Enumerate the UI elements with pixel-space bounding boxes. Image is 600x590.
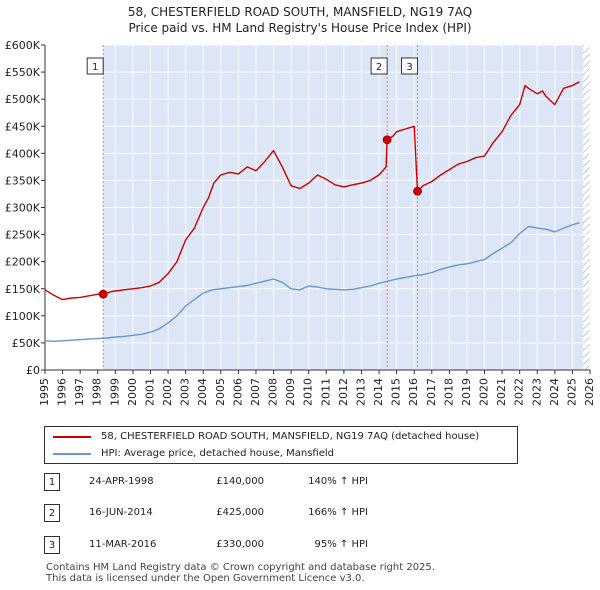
transaction-hpi: 140% ↑ HPI <box>308 476 368 487</box>
x-tick-label: 2016 <box>407 378 420 406</box>
x-tick-label: 2009 <box>284 378 297 406</box>
x-tick-label: 2014 <box>372 378 385 406</box>
hpi-line <box>44 222 580 342</box>
y-tick-label: £600K <box>5 39 41 52</box>
y-tick-label: £100K <box>5 310 41 323</box>
x-tick-label: 2008 <box>267 378 280 406</box>
x-tick-label: 1996 <box>56 378 69 406</box>
transaction-date: 11-MAR-2016 <box>89 539 157 550</box>
x-tick-label: 2001 <box>143 378 156 406</box>
x-tick-label: 2006 <box>231 378 244 406</box>
transaction-price: £330,000 <box>216 539 264 550</box>
y-tick-label: £250K <box>5 229 41 242</box>
x-tick-label: 1997 <box>73 378 86 406</box>
y-tick-label: £150K <box>5 283 41 296</box>
y-tick-label: £550K <box>5 66 41 79</box>
x-tick-label: 2020 <box>478 378 491 406</box>
x-tick-label: 2015 <box>390 378 403 406</box>
x-tick-label: 2022 <box>513 378 526 406</box>
transaction-marker-box <box>370 57 388 75</box>
transaction-date: 16-JUN-2014 <box>89 507 153 518</box>
transaction-marker-label: 1 <box>92 62 98 73</box>
x-tick-label: 2021 <box>495 378 508 406</box>
chart-title-line1: 58, CHESTERFIELD ROAD SOUTH, MANSFIELD, … <box>127 5 473 19</box>
x-tick-label: 2025 <box>565 378 578 406</box>
sale-point <box>413 186 422 196</box>
transaction-number: 1 <box>44 473 60 491</box>
x-tick-label: 2010 <box>302 378 315 406</box>
y-tick-label: £400K <box>5 147 41 160</box>
x-tick-label: 2000 <box>126 378 139 406</box>
legend-label-hpi: HPI: Average price, detached house, Mans… <box>101 448 334 459</box>
transaction-number: 2 <box>44 504 60 522</box>
footer-licence: This data is licensed under the Open Gov… <box>46 573 365 584</box>
x-tick-label: 2018 <box>442 378 455 406</box>
transaction-price: £425,000 <box>216 507 264 518</box>
x-tick-label: 2019 <box>460 378 473 406</box>
y-tick-label: £500K <box>5 93 41 106</box>
x-tick-label: 2026 <box>583 378 596 406</box>
x-tick-label: 2003 <box>179 378 192 406</box>
x-tick-label: 2024 <box>548 378 561 406</box>
transaction-number: 3 <box>44 536 60 554</box>
x-tick-label: 2004 <box>196 378 209 406</box>
transaction-hpi: 166% ↑ HPI <box>308 507 368 518</box>
price-chart: £0 £50K £100K £150K £200K £250K £300K £350K £400… <box>5 39 596 406</box>
transaction-date: 24-APR-1998 <box>89 476 154 487</box>
x-tick-label: 2011 <box>319 378 332 406</box>
chart-legend: 58, CHESTERFIELD ROAD SOUTH, MANSFIELD, … <box>44 426 518 464</box>
x-tick-label: 2013 <box>354 378 367 406</box>
x-tick-label: 2017 <box>425 378 438 406</box>
x-tick-label: 2002 <box>161 378 174 406</box>
sale-point <box>98 289 108 299</box>
x-tick-label: 1998 <box>91 378 104 406</box>
footer-copyright: Contains HM Land Registry data © Crown c… <box>46 562 435 573</box>
y-tick-label: £300K <box>5 202 41 215</box>
y-tick-label: £0 <box>26 364 40 377</box>
chart-title-line2: Price paid vs. HM Land Registry's House … <box>128 21 472 35</box>
x-tick-label: 2005 <box>214 378 227 406</box>
x-tick-label: 2023 <box>530 378 543 406</box>
y-tick-label: £350K <box>5 174 41 187</box>
transaction-hpi: 95% ↑ HPI <box>314 539 368 550</box>
sale-point <box>382 135 392 145</box>
y-tick-label: £200K <box>5 256 41 269</box>
y-tick-label: £50K <box>12 337 41 350</box>
transaction-marker-box <box>401 57 419 75</box>
legend-swatch-hpi <box>53 453 91 455</box>
transaction-marker-label: 3 <box>406 62 412 73</box>
x-tick-label: 2007 <box>249 378 262 406</box>
y-tick-label: £450K <box>5 120 41 133</box>
price-paid-line <box>44 81 580 301</box>
transaction-price: £140,000 <box>216 476 264 487</box>
transaction-marker-label: 2 <box>376 62 382 73</box>
legend-label-price: 58, CHESTERFIELD ROAD SOUTH, MANSFIELD, … <box>101 431 480 442</box>
x-tick-label: 2012 <box>337 378 350 406</box>
transaction-marker-box <box>86 57 104 75</box>
x-tick-label: 1995 <box>38 378 51 406</box>
x-tick-label: 1999 <box>108 378 121 406</box>
legend-swatch-price <box>53 436 91 438</box>
